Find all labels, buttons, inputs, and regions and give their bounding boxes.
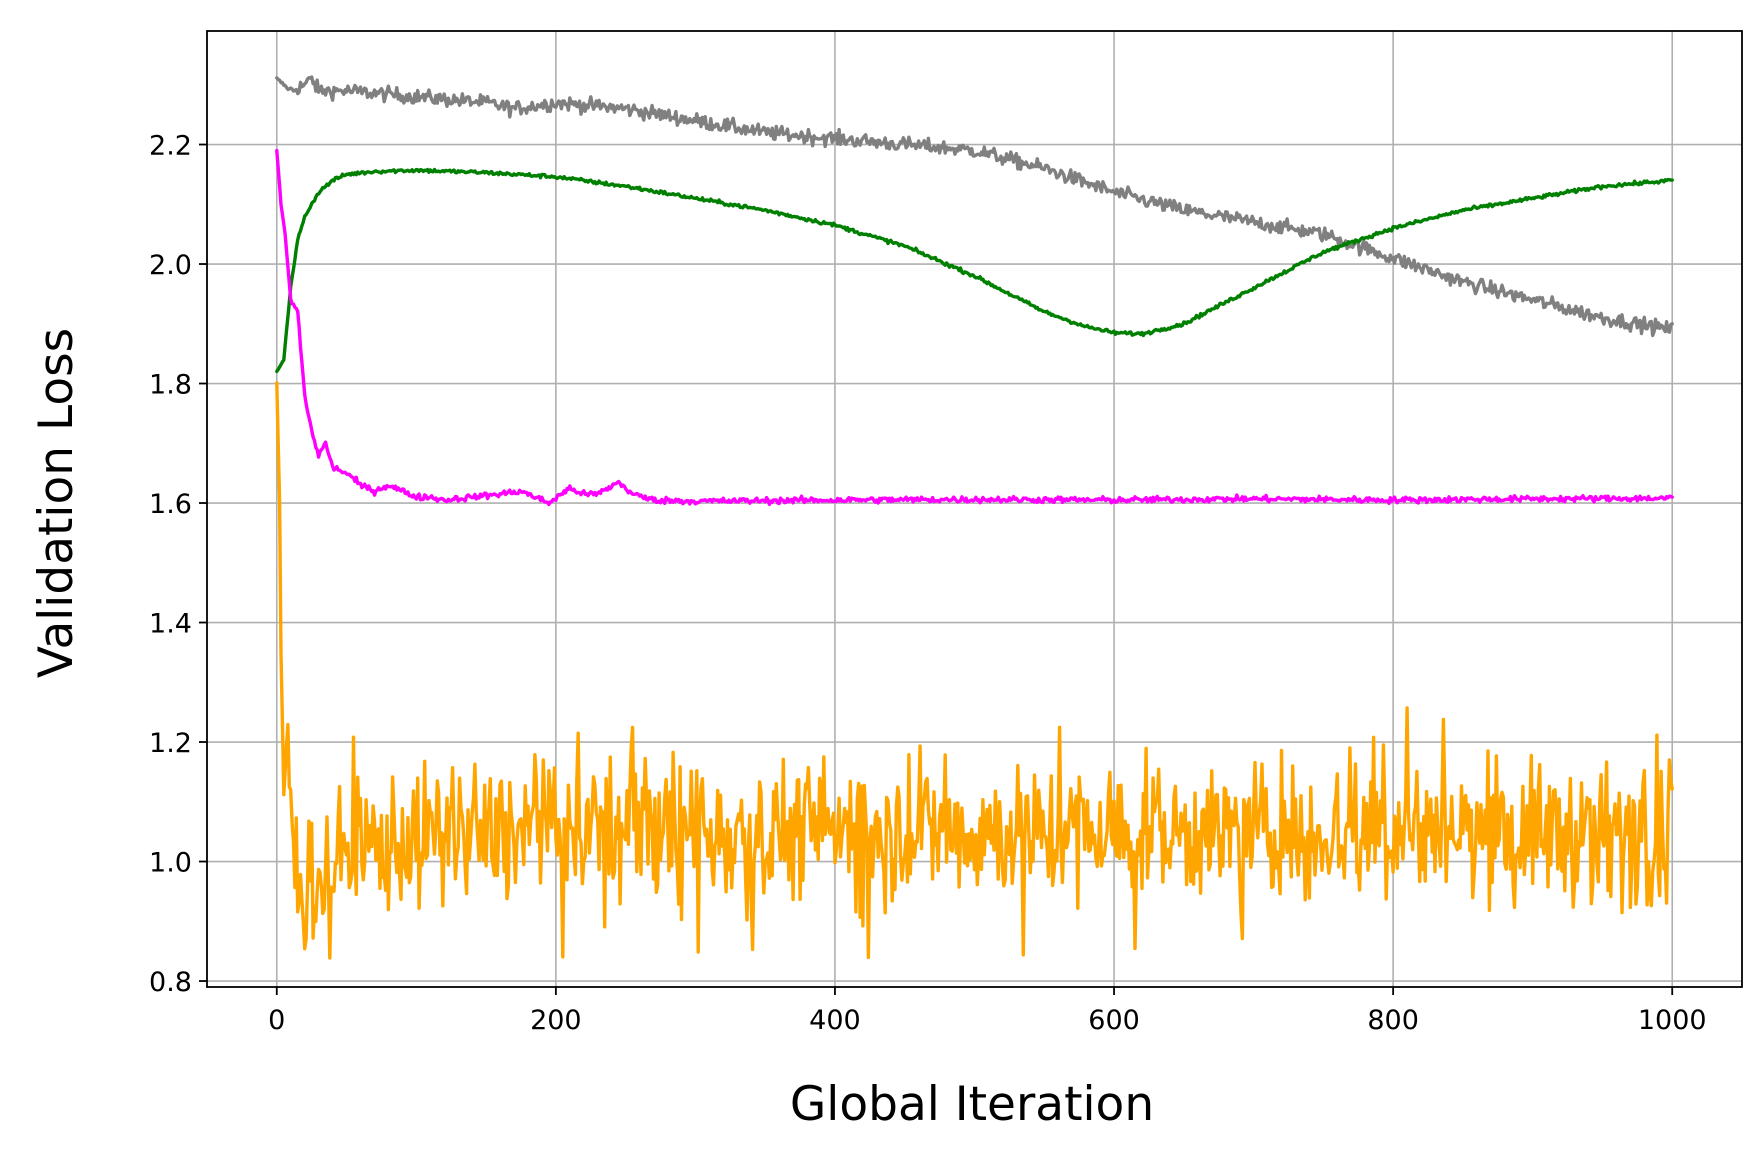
x-axis-ticks: 0 200 400 600 800 1000 [268, 987, 1707, 1036]
x-tick-label: 400 [809, 1005, 861, 1036]
y-tick-label: 1.2 [149, 728, 192, 759]
x-tick-label: 0 [268, 1005, 285, 1036]
y-axis-label: Validation Loss [29, 328, 84, 678]
x-tick-label: 600 [1088, 1005, 1140, 1036]
series-line-1 [275, 75, 1674, 338]
y-tick-label: 0.8 [149, 967, 192, 998]
y-tick-label: 1.4 [149, 609, 192, 640]
y-tick-label: 2.0 [149, 250, 192, 281]
y-axis-ticks: 0.8 1.0 1.2 1.4 1.6 1.8 2.0 2.2 [149, 131, 207, 998]
x-tick-label: 1000 [1638, 1005, 1707, 1036]
x-tick-label: 800 [1367, 1005, 1419, 1036]
y-tick-label: 1.6 [149, 489, 192, 520]
x-axis-label: Global Iteration [790, 1077, 1154, 1132]
gridlines [207, 31, 1742, 987]
x-tick-label: 200 [530, 1005, 582, 1036]
axes-frame [206, 30, 1743, 988]
series-line-2 [275, 167, 1674, 374]
y-tick-label: 1.0 [149, 848, 192, 879]
series-line-4 [275, 381, 1674, 960]
series-line-3 [275, 148, 1674, 507]
plot-area [275, 75, 1674, 960]
y-tick-label: 1.8 [149, 370, 192, 401]
y-tick-label: 2.2 [149, 131, 192, 162]
